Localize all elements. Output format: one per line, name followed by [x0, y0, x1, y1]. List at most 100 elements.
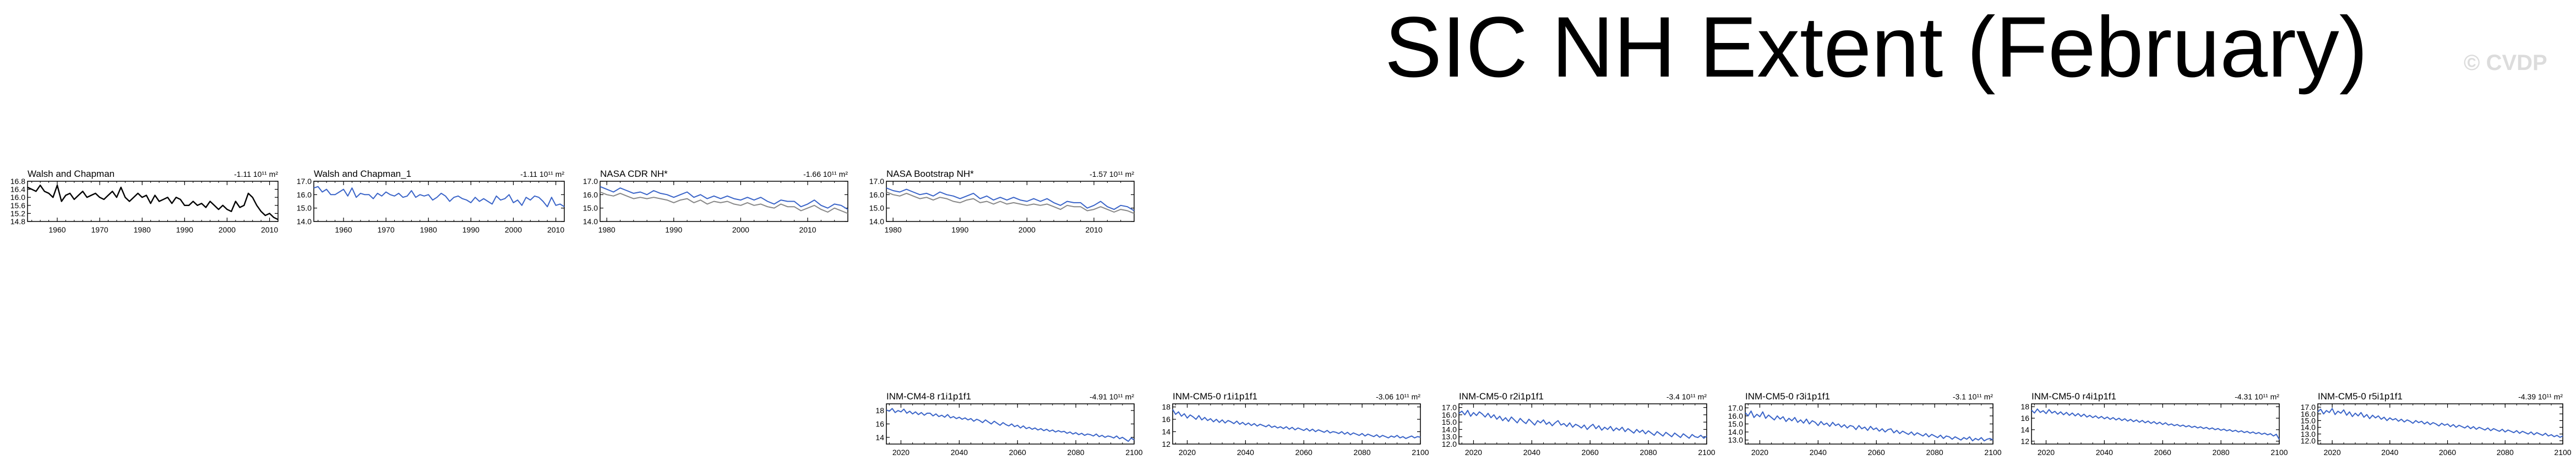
y-tick-label: 12: [2021, 437, 2029, 446]
x-tick-label: 1990: [176, 225, 193, 234]
plot-frame: [2317, 403, 2563, 445]
y-tick-label: 17.0: [1728, 403, 1743, 412]
plot-frame: [886, 181, 1135, 222]
chart-panel-7: INM-CM5-0 r2i1p1f1 -3.4 10¹¹ m² 12.013.014…: [1442, 391, 1715, 457]
x-tick-label: 2100: [2270, 448, 2288, 457]
x-tick-label: 2080: [1354, 448, 1371, 457]
x-tick-label: 2020: [2038, 448, 2055, 457]
y-tick-label: 17.0: [1442, 403, 1457, 412]
y-tick-label: 16.0: [2301, 409, 2316, 418]
panel-trend: -4.39 10¹¹ m²: [2518, 392, 2563, 401]
chart-panel-6: INM-CM5-0 r1i1p1f1 -3.06 10¹¹ m² 12 14 16 18 2…: [1162, 391, 1429, 457]
x-tick-label: 2060: [1295, 448, 1312, 457]
y-tick-label: 15.0: [1442, 418, 1457, 426]
x-tick-label: 1990: [951, 225, 968, 234]
plot-frame: [27, 181, 279, 222]
y-tick-label: 16.4: [10, 185, 25, 194]
y-tick-label: 14.0: [297, 217, 312, 226]
panel-trend: -1.57 10¹¹ m²: [1090, 170, 1134, 178]
x-tick-label: 2060: [1582, 448, 1599, 457]
y-tick-label: 12.0: [1442, 440, 1457, 448]
y-tick-label: 16.0: [1728, 412, 1743, 420]
y-tick-label: 14.8: [10, 217, 25, 226]
x-tick-label: 2080: [1640, 448, 1657, 457]
series-line-1: [1745, 410, 1994, 442]
panel-trend: -1.66 10¹¹ m²: [803, 170, 848, 178]
x-tick-label: 1990: [665, 225, 682, 234]
y-tick-label: 16.0: [869, 190, 884, 199]
x-tick-label: 2080: [2497, 448, 2514, 457]
x-tick-label: 2040: [1237, 448, 1254, 457]
x-tick-label: 2100: [1412, 448, 1429, 457]
panel-trend: -1.11 10¹¹ m²: [234, 170, 278, 178]
y-tick-label: 18: [875, 406, 884, 415]
x-tick-label: 2010: [799, 225, 816, 234]
x-tick-label: 2080: [1068, 448, 1085, 457]
y-tick-label: 14.0: [583, 217, 598, 226]
plot-frame: [2031, 403, 2280, 445]
x-tick-label: 1980: [885, 225, 902, 234]
y-tick-label: 15.0: [2301, 416, 2316, 425]
x-tick-label: 1970: [91, 225, 108, 234]
plot-frame: [1172, 403, 1421, 445]
y-tick-label: 15.0: [297, 204, 312, 213]
y-tick-label: 14.0: [1442, 425, 1457, 434]
y-tick-label: 13.0: [1728, 436, 1743, 445]
panel-title: NASA Bootstrap NH*: [886, 169, 974, 179]
x-tick-label: 2040: [1810, 448, 1827, 457]
y-tick-label: 15.2: [10, 209, 25, 218]
x-tick-label: 2020: [1179, 448, 1196, 457]
x-tick-label: 2010: [261, 225, 278, 234]
x-tick-label: 2020: [1751, 448, 1768, 457]
x-tick-label: 1980: [598, 225, 616, 234]
series-line-1: [886, 187, 1135, 212]
y-tick-label: 14: [1162, 428, 1170, 436]
y-tick-label: 17.0: [583, 177, 598, 186]
series-line-1: [2317, 408, 2563, 438]
plot-frame: [1458, 403, 1707, 445]
y-tick-label: 15.0: [1728, 420, 1743, 429]
panel-trend: -3.1 10¹¹ m²: [1953, 392, 1993, 401]
series-line-1: [600, 186, 848, 210]
y-tick-label: 12.0: [2301, 436, 2316, 445]
x-tick-label: 1980: [134, 225, 151, 234]
series-line-1: [313, 186, 565, 208]
page-title: SIC NH Extent (February): [1385, 0, 2368, 95]
y-tick-label: 13.0: [2301, 430, 2316, 439]
y-tick-label: 15.6: [10, 201, 25, 210]
y-tick-label: 16: [1162, 415, 1170, 424]
panel-trend: -3.06 10¹¹ m²: [1376, 392, 1420, 401]
panel-trend: -3.4 10¹¹ m²: [1666, 392, 1707, 401]
panel-title: INM-CM5-0 r4i1p1f1: [2032, 391, 2116, 402]
x-tick-label: 2000: [219, 225, 236, 234]
chart-panel-1: Walsh and Chapman -1.11 10¹¹ m² 14.815.215…: [10, 169, 279, 234]
x-tick-label: 1960: [48, 225, 66, 234]
series-line-1: [27, 185, 279, 220]
series-line-1: [1172, 409, 1421, 439]
plot-frame: [313, 181, 565, 222]
panel-trend: -4.31 10¹¹ m²: [2235, 392, 2279, 401]
panel-title: INM-CM5-0 r5i1p1f1: [2318, 391, 2403, 402]
chart-panel-9: INM-CM5-0 r4i1p1f1 -4.31 10¹¹ m² 12 14 16 18 2…: [2021, 391, 2288, 457]
chart-panel-10: INM-CM5-0 r5i1p1f1 -4.39 10¹¹ m² 12.013.0 1…: [2301, 391, 2572, 457]
panel-title: Walsh and Chapman_1: [314, 169, 411, 179]
cvdp-watermark: © CVDP: [2464, 51, 2547, 75]
x-tick-label: 2060: [1009, 448, 1026, 457]
y-tick-label: 16: [875, 420, 884, 429]
chart-panel-5: INM-CM4-8 r1i1p1f1 -4.91 10¹¹ m² 14 16 18 202…: [875, 391, 1142, 457]
chart-panel-4: NASA Bootstrap NH* -1.57 10¹¹ m² 14.0 15.0 1…: [869, 169, 1135, 234]
y-tick-label: 18: [2021, 402, 2029, 411]
y-tick-label: 14: [2021, 425, 2029, 434]
y-tick-label: 15.0: [583, 204, 598, 213]
chart-panel-2: Walsh and Chapman_1 -1.11 10¹¹ m² 14.0 15.0…: [297, 169, 565, 234]
panel-title: INM-CM5-0 r2i1p1f1: [1459, 391, 1544, 402]
y-tick-label: 16: [2021, 414, 2029, 423]
y-tick-label: 17.0: [869, 177, 884, 186]
plot-frame: [600, 181, 848, 222]
series-line-1: [2031, 408, 2280, 440]
x-tick-label: 2020: [1465, 448, 1482, 457]
x-tick-label: 2100: [1125, 448, 1142, 457]
series-line-2: [600, 191, 848, 214]
x-tick-label: 2060: [2439, 448, 2456, 457]
